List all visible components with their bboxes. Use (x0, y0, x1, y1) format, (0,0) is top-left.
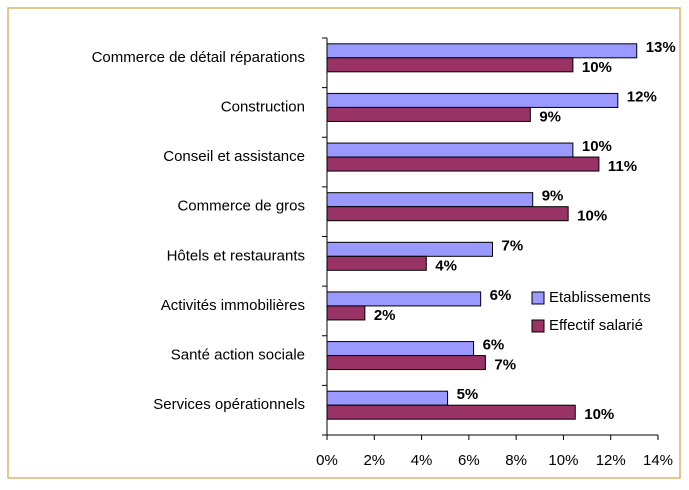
x-tick-label: 14% (643, 452, 673, 469)
value-label: 10% (582, 59, 612, 76)
x-tick-label: 8% (505, 452, 527, 469)
x-tick-label: 10% (548, 452, 578, 469)
x-tick-label: 4% (411, 452, 433, 469)
value-label: 10% (582, 138, 612, 155)
x-tick-label: 2% (363, 452, 385, 469)
bar (326, 255, 427, 271)
legend-swatch (531, 319, 545, 333)
value-label: 11% (608, 158, 637, 175)
value-label: 6% (483, 337, 505, 354)
value-label: 9% (542, 188, 564, 205)
value-label: 4% (435, 257, 457, 274)
bar (326, 206, 569, 222)
value-label: 13% (646, 39, 676, 56)
y-tick-label: Services opérationnels (153, 396, 305, 413)
y-tick-label: Conseil et assistance (163, 148, 305, 165)
bar (326, 43, 638, 59)
y-tick-label: Hôtels et restaurants (167, 247, 305, 264)
value-label: 5% (457, 386, 479, 403)
y-tick-label: Commerce de gros (177, 198, 305, 215)
bar (326, 106, 531, 122)
bar (326, 241, 493, 257)
value-label: 12% (627, 88, 657, 105)
y-tick-label: Santé action sociale (171, 347, 305, 364)
legend-label: Etablissements (549, 289, 651, 306)
value-label: 9% (539, 108, 561, 125)
value-label: 7% (494, 357, 516, 374)
bar (326, 92, 619, 108)
y-tick-label: Activités immobilières (161, 297, 305, 314)
value-label: 6% (490, 287, 512, 304)
bar (326, 57, 574, 73)
bar (326, 291, 482, 307)
bar (326, 341, 475, 357)
bar (326, 390, 449, 406)
x-tick-label: 12% (596, 452, 626, 469)
y-tick-label: Commerce de détail réparations (92, 49, 305, 66)
value-label: 10% (584, 406, 614, 423)
bar (326, 142, 574, 158)
bar (326, 404, 576, 420)
value-label: 7% (502, 237, 524, 254)
bar (326, 355, 486, 371)
legend-swatch (531, 291, 545, 305)
bar (326, 192, 534, 208)
x-tick-label: 0% (316, 452, 338, 469)
bar (326, 156, 600, 172)
x-tick-label: 6% (458, 452, 480, 469)
value-label: 2% (374, 307, 396, 324)
legend-label: Effectif salarié (549, 317, 643, 334)
value-label: 10% (577, 208, 607, 225)
bar (326, 305, 366, 321)
y-tick-label: Construction (221, 98, 305, 115)
